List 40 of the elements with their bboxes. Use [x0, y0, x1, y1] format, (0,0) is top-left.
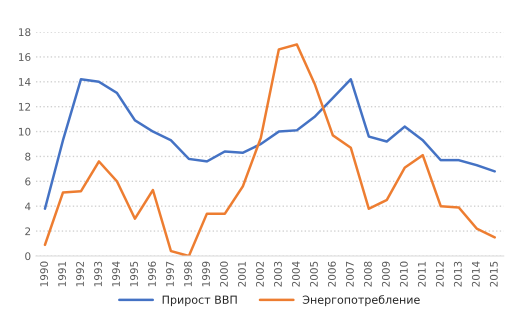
x-tick-label: 1996	[148, 262, 156, 286]
x-tick-label: 2008	[364, 262, 372, 287]
line-series	[44, 43, 496, 256]
x-tick-label: 1992	[76, 262, 84, 286]
x-tick-label: 1991	[58, 262, 66, 286]
y-tick-label: 8	[25, 152, 30, 161]
legend-label: Энергопотребление	[302, 295, 420, 306]
y-tick-label: 14	[19, 78, 31, 86]
x-tick-label: 1994	[112, 261, 120, 286]
x-tick-label: 2006	[328, 262, 336, 287]
x-tick-label: 1999	[202, 262, 210, 286]
x-tick-label: 2009	[382, 262, 390, 287]
x-tick-label: 2000	[220, 262, 228, 287]
x-tick-label: 2011	[418, 262, 426, 287]
x-tick-label: 2004	[292, 261, 300, 287]
y-tick-label: 6	[25, 178, 30, 186]
x-tick-label: 2002	[256, 262, 264, 287]
x-tick-label: 2010	[400, 262, 408, 287]
x-tick-label: 2007	[346, 262, 354, 287]
x-tick-label: 1995	[130, 262, 138, 286]
y-tick-label: 10	[19, 128, 30, 136]
y-tick-label: 0	[25, 252, 30, 260]
y-tick-label: 4	[25, 202, 31, 210]
x-tick-label: 2014	[472, 261, 480, 287]
x-tick-label: 2013	[454, 262, 462, 287]
y-tick-label: 2	[25, 227, 30, 236]
x-tick-label: 2012	[436, 262, 444, 287]
x-tick-label: 1990	[40, 262, 48, 286]
x-tick-label: 1998	[184, 262, 192, 286]
x-tick-label: 2005	[310, 262, 318, 287]
x-tick-label: 2003	[274, 262, 282, 287]
x-tick-label: 1997	[166, 262, 174, 286]
line-series	[44, 78, 496, 210]
y-tick-label: 18	[19, 28, 30, 36]
x-tick-label: 2001	[238, 262, 246, 287]
x-tick-label: 2015	[490, 262, 498, 287]
y-tick-label: 12	[19, 102, 30, 111]
legend-label: Прирост ВВП	[162, 296, 237, 306]
x-tick-label: 1993	[94, 262, 102, 286]
y-tick-label: 16	[19, 53, 30, 61]
